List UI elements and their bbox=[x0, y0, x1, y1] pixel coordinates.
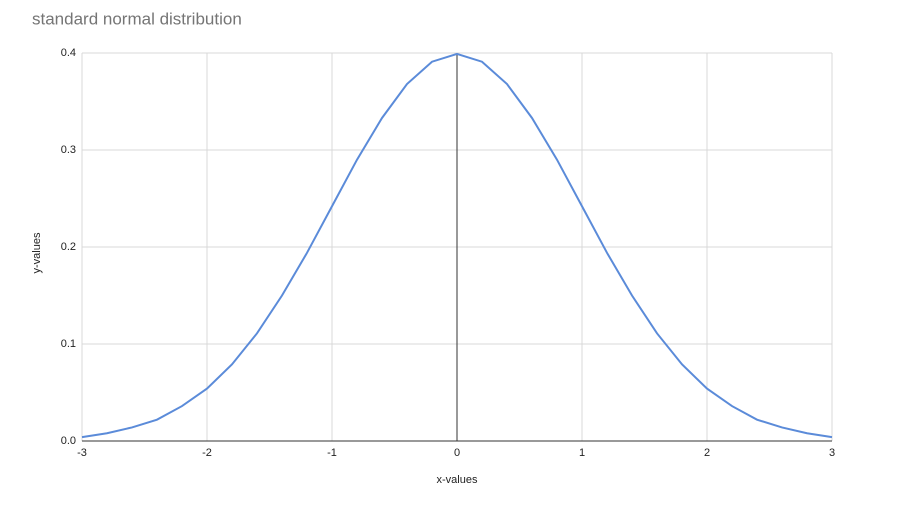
x-tick-label: -3 bbox=[77, 447, 87, 459]
x-tick-label: 0 bbox=[454, 447, 460, 459]
x-tick-label: 2 bbox=[704, 447, 710, 459]
y-tick-label: 0.2 bbox=[61, 241, 76, 253]
x-tick-label: 1 bbox=[579, 447, 585, 459]
x-tick-label: -1 bbox=[327, 447, 337, 459]
y-tick-label: 0.0 bbox=[61, 435, 76, 447]
x-axis-label: x-values bbox=[437, 474, 478, 486]
x-tick-label: 3 bbox=[829, 447, 835, 459]
y-tick-label: 0.3 bbox=[61, 144, 76, 156]
y-tick-label: 0.4 bbox=[61, 47, 76, 59]
chart-title: standard normal distribution bbox=[32, 9, 242, 28]
y-tick-label: 0.1 bbox=[61, 338, 76, 350]
y-axis-label: y-values bbox=[31, 232, 43, 273]
x-tick-label: -2 bbox=[202, 447, 212, 459]
line-series bbox=[81, 52, 833, 439]
